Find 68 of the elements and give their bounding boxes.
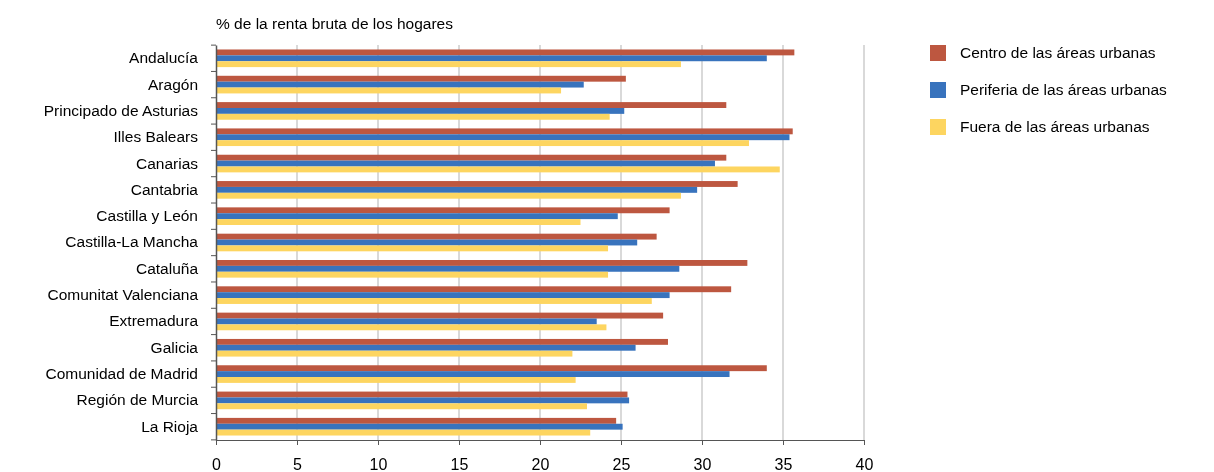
x-axis-title: % de la renta bruta de los hogares: [216, 15, 454, 32]
x-tick-label: 35: [774, 456, 793, 472]
y-tick-label: Aragón: [148, 75, 198, 93]
bar: [216, 75, 626, 82]
bar: [216, 271, 609, 278]
bar: [216, 344, 636, 351]
x-tick-label: 5: [293, 456, 303, 472]
bar: [216, 233, 657, 240]
y-tick-label: Región de Murcia: [76, 391, 199, 409]
bar: [216, 61, 681, 68]
legend-label: Fuera de las áreas urbanas: [960, 118, 1150, 135]
bar: [216, 219, 581, 225]
x-tick-label: 25: [612, 456, 631, 472]
legend-label: Centro de las áreas urbanas: [960, 44, 1156, 61]
bar: [216, 181, 738, 187]
bar: [216, 113, 610, 120]
y-tick-label: Cantabria: [130, 180, 199, 198]
bar: [216, 350, 573, 357]
bar: [216, 207, 670, 214]
bar: [216, 107, 625, 114]
bar: [216, 286, 732, 293]
bar: [216, 429, 591, 436]
bar: [216, 324, 607, 331]
bar: [216, 312, 664, 319]
bar: [216, 292, 670, 299]
bar: [216, 154, 727, 161]
y-tick-label: Illes Balears: [113, 128, 199, 146]
bar: [216, 371, 730, 378]
bar: [216, 423, 623, 430]
y-tick-label: La Rioja: [141, 417, 199, 435]
x-tick-label: 20: [531, 456, 550, 472]
bar: [216, 265, 680, 272]
x-tick-label: 40: [855, 456, 874, 472]
bar: [216, 128, 793, 135]
bar: [216, 213, 618, 220]
bar: [216, 55, 767, 62]
bar: [216, 260, 748, 266]
bar: [216, 417, 617, 424]
x-tick-label: 10: [369, 456, 388, 472]
bar: [216, 365, 767, 372]
y-tick-label: Castilla y León: [96, 207, 198, 225]
bar: [216, 140, 749, 147]
bar: [216, 403, 587, 410]
y-tick-label: Extremadura: [109, 312, 199, 330]
legend-label: Periferia de las áreas urbanas: [960, 81, 1168, 98]
bar: [216, 338, 668, 345]
bar: [216, 49, 795, 56]
bar: [216, 186, 698, 193]
bar: [216, 102, 727, 108]
y-tick-label: Cataluña: [135, 259, 199, 277]
y-tick-label: Principado de Asturias: [43, 101, 199, 119]
x-tick-label: 30: [693, 456, 712, 472]
y-tick-label: Comunidad de Madrid: [45, 365, 198, 383]
bar: [216, 377, 576, 383]
x-tick-label: 15: [450, 456, 469, 472]
y-tick-label: Andalucía: [129, 49, 199, 67]
bar: [216, 166, 780, 173]
bar: [216, 245, 609, 252]
bar: [216, 192, 681, 199]
y-tick-label: Castilla-La Mancha: [65, 233, 199, 251]
y-tick-label: Galicia: [150, 338, 199, 356]
bar: [216, 397, 630, 404]
bar: [216, 298, 652, 304]
y-tick-label: Canarias: [135, 154, 199, 172]
y-tick-label: Comunitat Valenciana: [47, 286, 199, 304]
x-tick-label: 0: [212, 456, 222, 472]
bar: [216, 134, 790, 141]
bar: [216, 81, 584, 88]
